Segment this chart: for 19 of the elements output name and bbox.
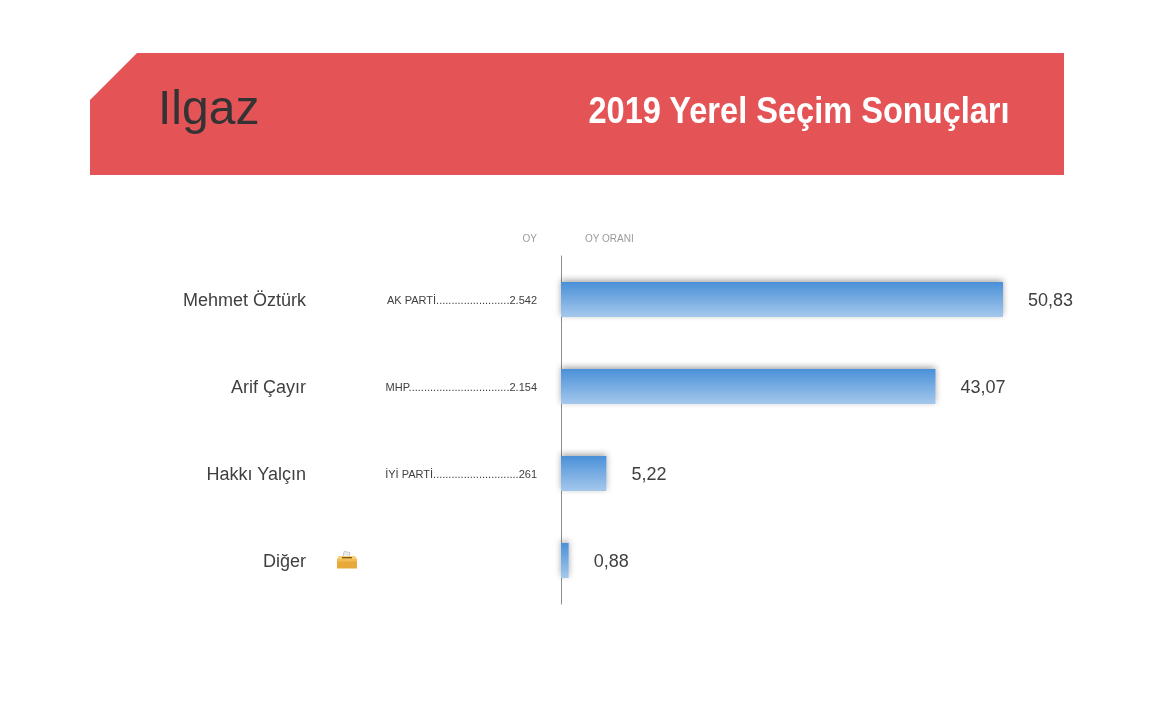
bar: [561, 543, 569, 578]
y-tick-label: Mehmet Öztürk: [182, 289, 307, 310]
chart-title: Ilgaz: [158, 80, 260, 136]
y-tick-label: Diğer: [262, 550, 306, 571]
chart-subtitle: 2019 Yerel Seçim Sonuçları: [588, 89, 1010, 133]
bar: [561, 282, 1003, 317]
data-label: 43,07: [960, 376, 1006, 397]
text: OY ORANI: [585, 232, 634, 244]
text: OY: [522, 232, 538, 244]
bar: [561, 456, 607, 491]
y-tick-label: Arif Çayır: [230, 376, 306, 397]
y-tick-label: Hakkı Yalçın: [206, 463, 306, 484]
data-label: 5,22: [631, 463, 667, 484]
text: MHP.................................2.154: [385, 380, 537, 393]
text: İYİ PARTİ............................261: [385, 467, 537, 480]
text: AK PARTİ........................2.542: [387, 293, 537, 306]
bar: [561, 369, 936, 404]
data-label: 50,83: [1028, 289, 1074, 310]
data-label: 0,88: [593, 550, 629, 571]
